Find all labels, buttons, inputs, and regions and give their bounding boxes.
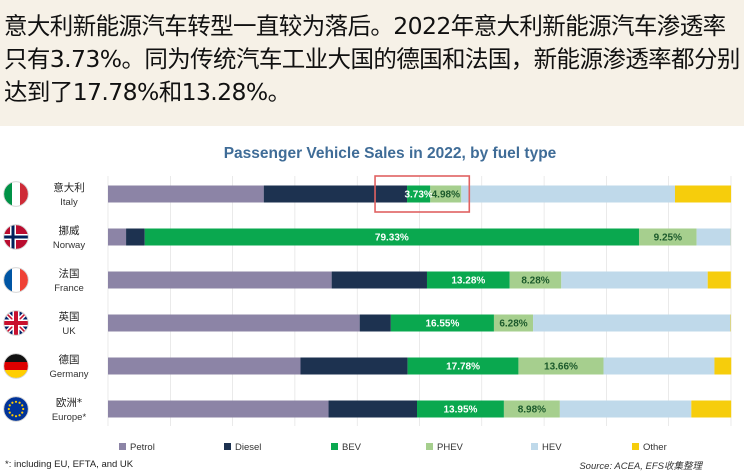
bar-segment-bev — [144, 228, 639, 246]
bar-segment-phev — [509, 271, 562, 289]
bar-segment-hev — [559, 400, 692, 418]
legend-item-petrol: Petrol — [119, 442, 155, 453]
data-label: 79.33% — [375, 233, 409, 244]
stacked-bar-chart: Passenger Vehicle Sales in 2022, by fuel… — [3, 145, 732, 472]
legend-label: BEV — [342, 442, 362, 453]
legend-label: Petrol — [130, 442, 155, 453]
legend-swatch — [119, 443, 126, 450]
legend-swatch — [331, 443, 338, 450]
norway-flag-icon — [3, 224, 29, 250]
legend-swatch — [632, 443, 639, 450]
country-label-en: France — [54, 283, 84, 294]
bar-segment-hev — [461, 185, 675, 203]
country-label-en: UK — [62, 326, 76, 337]
country-label-en: Germany — [49, 369, 88, 380]
bar-segment-phev — [518, 357, 604, 375]
data-label: 8.98% — [518, 405, 546, 416]
bar-segment-diesel — [359, 314, 391, 332]
country-label-cn: 挪威 — [59, 224, 80, 237]
data-label: 4.98% — [432, 190, 460, 201]
bar-row-europe: 欧洲* Europe* 13.95% 8.98% — [3, 396, 732, 423]
data-label: 13.95% — [443, 405, 477, 416]
bar-segment-bev — [417, 400, 504, 418]
bar-segment-phev — [638, 228, 697, 246]
legend-item-hev: HEV — [531, 442, 562, 453]
legend-item-bev: BEV — [331, 442, 362, 453]
data-label: 6.28% — [499, 319, 527, 330]
bar-segment-bev — [426, 271, 510, 289]
gridlines — [107, 176, 732, 426]
data-label: 17.78% — [446, 362, 480, 373]
country-label-en: Italy — [60, 197, 78, 208]
footnote: *: including EU, EFTA, and UK — [5, 459, 134, 470]
bar-segment-hev — [696, 228, 731, 246]
bar-segment-phev — [493, 314, 534, 332]
legend-item-phev: PHEV — [426, 442, 464, 453]
italy-flag-icon — [3, 181, 29, 207]
eu-flag-icon — [3, 396, 29, 422]
bar-segment-other — [691, 400, 732, 418]
legend: Petrol Diesel BEV PHEV HEV Other — [119, 442, 667, 453]
legend-swatch — [224, 443, 231, 450]
data-label: 3.73% — [404, 190, 432, 201]
bar-segment-phev — [503, 400, 560, 418]
bar-segment-hev — [561, 271, 708, 289]
country-label-en: Norway — [53, 240, 85, 251]
bar-row-norway: 挪威 Norway 79.33% 9.25% — [3, 224, 731, 251]
country-label-cn: 意大利 — [53, 181, 85, 194]
bar-segment-petrol — [108, 314, 360, 332]
legend-label: PHEV — [437, 442, 464, 453]
country-label-en: Europe* — [52, 412, 87, 423]
bar-segment-hev — [603, 357, 715, 375]
legend-swatch — [531, 443, 538, 450]
header-text: 意大利新能源汽车转型一直较为落后。2022年意大利新能源汽车渗透率只有3.73%… — [4, 12, 740, 106]
bar-segment-diesel — [328, 400, 418, 418]
bar-segment-petrol — [108, 357, 301, 375]
data-label: 13.66% — [544, 362, 578, 373]
germany-flag-icon — [3, 353, 29, 379]
bar-segment-phev — [430, 185, 462, 203]
bar-segment-bev — [407, 185, 431, 203]
bar-segment-diesel — [331, 271, 427, 289]
country-label-cn: 德国 — [59, 353, 80, 366]
legend-item-other: Other — [632, 442, 667, 453]
country-label-cn: 英国 — [59, 310, 80, 323]
legend-swatch — [426, 443, 433, 450]
bar-segment-diesel — [263, 185, 408, 203]
legend-label: Other — [643, 442, 667, 453]
uk-flag-icon — [3, 310, 29, 336]
data-label: 8.28% — [521, 276, 549, 287]
legend-label: HEV — [542, 442, 562, 453]
chart-title: Passenger Vehicle Sales in 2022, by fuel… — [224, 145, 557, 162]
bar-segment-hev — [533, 314, 731, 332]
data-label: 13.28% — [451, 276, 485, 287]
header-banner: 意大利新能源汽车转型一直较为落后。2022年意大利新能源汽车渗透率只有3.73%… — [0, 0, 744, 126]
bar-row-germany: 德国 Germany 17.78% 13.66% — [3, 353, 732, 380]
bar-row-uk: 英国 UK 16.55% 6.28% — [3, 310, 731, 337]
bar-segment-other — [707, 271, 731, 289]
highlight-box — [374, 175, 471, 213]
data-label: 9.25% — [654, 233, 682, 244]
country-label-cn: 法国 — [59, 267, 80, 280]
country-label-cn: 欧洲* — [56, 397, 82, 409]
legend-label: Diesel — [235, 442, 261, 453]
bar-segment-petrol — [108, 185, 264, 203]
data-label: 16.55% — [425, 319, 459, 330]
bar-segment-diesel — [300, 357, 408, 375]
bar-row-france: 法国 France 13.28% 8.28% — [3, 267, 731, 294]
bar-segment-petrol — [108, 400, 329, 418]
bar-segment-petrol — [108, 271, 332, 289]
chart-area: Passenger Vehicle Sales in 2022, by fuel… — [0, 126, 744, 475]
bar-segment-petrol — [108, 228, 127, 246]
bar-row-italy: 意大利 Italy 3.73%4.98% — [3, 175, 732, 213]
bar-segment-bev — [407, 357, 519, 375]
chart-rows: 意大利 Italy 3.73%4.98% 挪威 Norway 79.33% 9.25% 法国 F… — [3, 175, 732, 423]
bar-segment-other — [714, 357, 732, 375]
bar-segment-other — [674, 185, 732, 203]
bar-segment-diesel — [126, 228, 145, 246]
legend-item-diesel: Diesel — [224, 442, 261, 453]
source-note: Source: ACEA, EFS收集整理 — [579, 460, 703, 472]
france-flag-icon — [3, 267, 29, 293]
bar-segment-bev — [390, 314, 494, 332]
